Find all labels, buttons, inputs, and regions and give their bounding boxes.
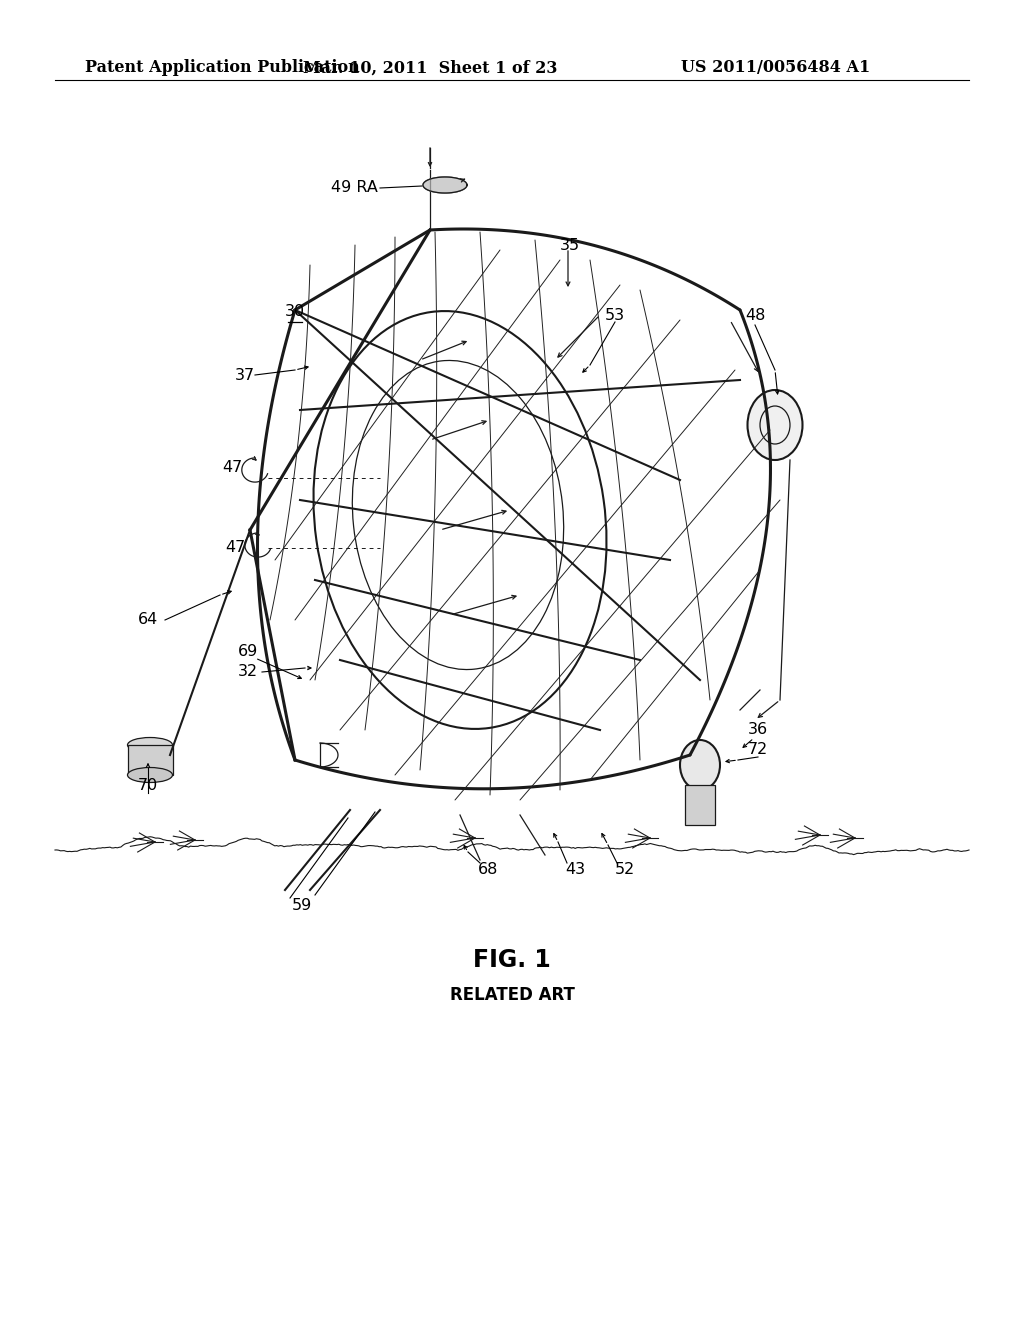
Text: 36: 36 <box>748 722 768 738</box>
Text: 47: 47 <box>222 461 242 475</box>
Polygon shape <box>423 177 467 193</box>
Text: 52: 52 <box>614 862 635 878</box>
Text: 64: 64 <box>138 612 158 627</box>
Text: 47: 47 <box>225 540 245 556</box>
Text: 70: 70 <box>138 777 158 792</box>
Text: RELATED ART: RELATED ART <box>450 986 574 1005</box>
Bar <box>128 744 173 775</box>
Text: 48: 48 <box>744 308 765 322</box>
Text: 35: 35 <box>560 238 580 252</box>
Text: 30: 30 <box>285 305 305 319</box>
Text: Patent Application Publication: Patent Application Publication <box>85 59 359 77</box>
Ellipse shape <box>748 389 803 459</box>
Text: FIG. 1: FIG. 1 <box>473 948 551 972</box>
Text: 43: 43 <box>565 862 585 878</box>
Text: 72: 72 <box>748 742 768 758</box>
Ellipse shape <box>128 767 172 783</box>
Text: US 2011/0056484 A1: US 2011/0056484 A1 <box>681 59 870 77</box>
Ellipse shape <box>680 741 720 789</box>
Bar <box>685 785 715 825</box>
Text: 68: 68 <box>478 862 499 878</box>
Text: 69: 69 <box>238 644 258 660</box>
Text: Mar. 10, 2011  Sheet 1 of 23: Mar. 10, 2011 Sheet 1 of 23 <box>303 59 557 77</box>
Text: 37: 37 <box>234 367 255 383</box>
Text: 59: 59 <box>292 898 312 912</box>
Text: 49 RA: 49 RA <box>331 181 378 195</box>
Text: 53: 53 <box>605 308 625 322</box>
Ellipse shape <box>128 738 172 752</box>
Text: 32: 32 <box>238 664 258 680</box>
